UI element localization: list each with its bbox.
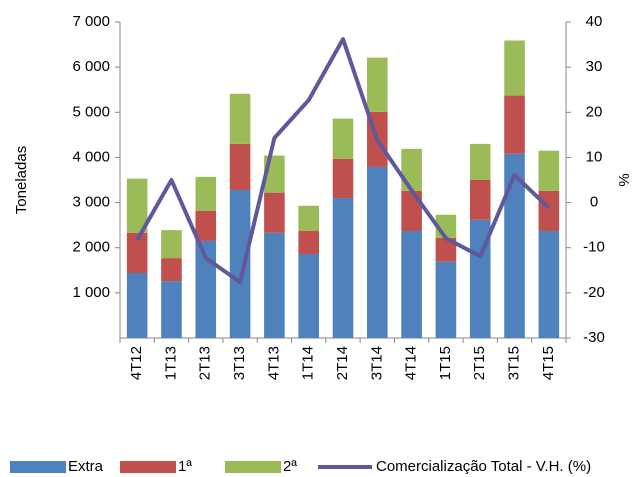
bar	[401, 148, 422, 191]
x-tick-label: 4T14	[403, 346, 420, 380]
bar	[504, 40, 525, 96]
legend-swatch	[10, 461, 66, 473]
bar	[229, 143, 251, 190]
bar	[504, 153, 525, 338]
bar	[195, 240, 217, 338]
bar	[161, 230, 182, 259]
bar	[367, 166, 388, 338]
bar	[264, 192, 285, 233]
y-tick-label: 1 000	[72, 284, 110, 301]
bar	[298, 231, 319, 255]
y2-tick-label: 30	[586, 58, 603, 75]
y-tick-label: 2 000	[72, 239, 110, 256]
legend-label: 1ª	[178, 458, 192, 475]
bar	[504, 95, 525, 154]
bar	[126, 272, 148, 338]
bar	[229, 93, 251, 144]
bar	[264, 232, 285, 338]
y2-tick-label: 20	[586, 103, 603, 120]
legend-label: Comercialização Total - V.H. (%)	[376, 458, 591, 475]
y2-tick-label: -10	[583, 239, 605, 256]
bar	[161, 258, 182, 282]
bar	[469, 219, 491, 338]
bar	[229, 189, 251, 338]
bar	[298, 205, 319, 232]
bar	[332, 158, 354, 199]
legend-label: 2ª	[283, 458, 297, 475]
bar	[435, 261, 457, 338]
x-tick-label: 2T14	[334, 346, 351, 380]
bar	[298, 254, 319, 338]
legend-swatch	[120, 461, 176, 473]
bar	[469, 180, 491, 220]
bar	[195, 176, 217, 211]
bar	[401, 190, 422, 232]
y2-tick-label: 40	[586, 13, 603, 30]
bar	[401, 231, 422, 338]
y-tick-label: 5 000	[72, 103, 110, 120]
x-tick-label: 1T15	[437, 346, 454, 380]
bar	[195, 210, 217, 241]
y2-tick-label: -20	[583, 284, 605, 301]
y2-tick-label: -30	[583, 329, 605, 346]
y-axis-title: Toneladas	[13, 146, 30, 214]
bar	[161, 281, 182, 338]
bar	[367, 57, 388, 112]
bar	[332, 198, 354, 338]
y2-tick-label: 10	[586, 148, 603, 165]
y-tick-label: 3 000	[72, 194, 110, 211]
y2-axis-title: %	[616, 173, 633, 186]
x-tick-label: 4T12	[128, 346, 145, 380]
bar	[435, 237, 457, 262]
x-tick-label: 3T13	[231, 346, 248, 380]
x-tick-label: 1T14	[300, 346, 317, 380]
bar	[332, 118, 354, 159]
y-tick-label: 6 000	[72, 58, 110, 75]
line	[135, 37, 551, 285]
x-tick-label: 1T13	[162, 346, 179, 380]
x-tick-label: 3T15	[506, 346, 523, 380]
bar	[538, 231, 560, 338]
y2-tick-label: 0	[590, 194, 598, 211]
y-tick-label: 4 000	[72, 148, 110, 165]
bar	[538, 150, 560, 191]
y-tick-label: 7 000	[72, 13, 110, 30]
legend-swatch	[225, 461, 281, 473]
x-tick-label: 3T14	[368, 346, 385, 380]
bar	[126, 178, 148, 233]
x-tick-label: 4T13	[265, 346, 282, 380]
x-tick-label: 2T13	[197, 346, 214, 380]
x-tick-label: 4T15	[540, 346, 557, 380]
bar	[538, 190, 560, 232]
legend-label: Extra	[68, 458, 104, 475]
x-tick-label: 2T15	[471, 346, 488, 380]
bar	[126, 232, 148, 273]
bar	[469, 143, 491, 180]
